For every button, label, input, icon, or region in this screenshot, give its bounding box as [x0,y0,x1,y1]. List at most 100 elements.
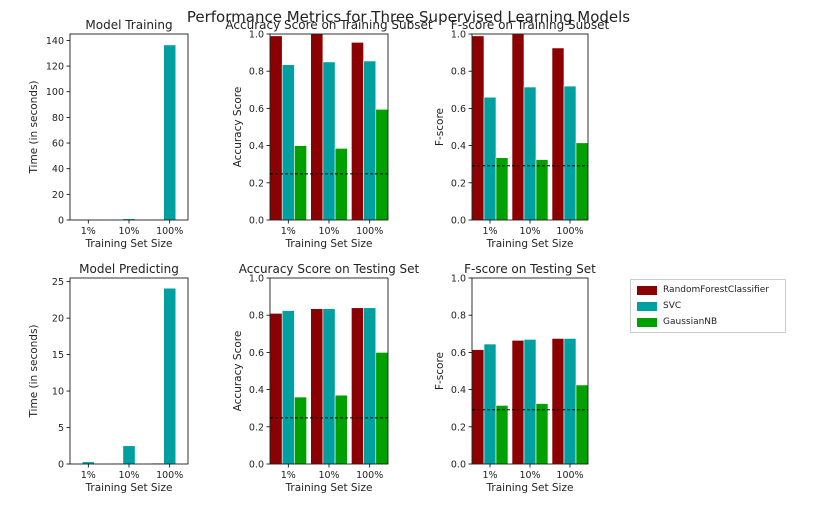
chart-panel-5: 0.0 0.2 0.4 0.6 0.8 1.0 1% 10% 100%Training Set … [232,262,420,494]
bar-svc-1pct [281,64,295,221]
bar-gaussiannb-10pct [535,159,549,221]
panel-title: F-score on Testing Set [464,262,596,276]
y-tick-label: 0.6 [249,104,264,115]
y-tick-label: 0.8 [451,67,466,78]
y-tick-label: 0.2 [249,178,264,189]
y-tick-label: 0 [58,460,64,471]
legend-swatch [637,285,657,295]
bar-svc-100pct [163,287,177,465]
y-tick-label: 0.0 [249,460,264,471]
x-axis-label: Training Set Size [285,238,373,250]
x-tick-label: 10% [519,226,540,237]
y-tick-label: 120 [46,62,64,73]
x-tick-label: 1% [482,470,497,481]
bar-svc-1pct [281,310,295,465]
x-tick-label: 10% [118,470,139,481]
bar-randomforestclassifier-10pct [511,340,525,465]
x-tick-label: 100% [156,470,183,481]
y-tick-label: 20 [52,190,64,201]
bar-randomforestclassifier-10pct [310,33,324,221]
y-tick-label: 0.2 [451,422,466,433]
y-tick-label: 0.4 [249,385,264,396]
bar-gaussiannb-100pct [575,384,589,465]
y-tick-label: 1.0 [249,274,264,285]
y-tick-label: 0 [58,216,64,227]
y-tick-label: 60 [52,139,64,150]
legend: RandomForestClassifier SVC GaussianNB [630,279,786,333]
bar-gaussiannb-1pct [495,405,509,465]
bar-gaussiannb-1pct [294,396,307,465]
chart-panel-1: 0 20 40 60 80 100 120 140 1% 10% 100%Training Set … [28,18,189,250]
bar-svc-10pct [523,86,537,221]
bar-svc-10pct [322,61,336,221]
bar-gaussiannb-100pct [375,352,389,465]
bar-svc-100pct [363,307,377,465]
y-tick-label: 0.2 [249,422,264,433]
y-tick-label: 0.0 [451,460,466,471]
x-axis-label: Training Set Size [85,238,173,250]
y-tick-label: 1.0 [249,30,264,41]
legend-label: GaussianNB [663,317,718,327]
y-tick-label: 100 [46,87,64,98]
y-tick-label: 140 [46,36,64,47]
x-tick-label: 1% [281,470,296,481]
y-tick-label: 15 [52,350,64,361]
panel-title: Accuracy Score on Training Subset [225,18,432,32]
x-tick-label: 100% [156,226,183,237]
y-tick-label: 0.0 [451,216,466,227]
chart-panel-6: 0.0 0.2 0.4 0.6 0.8 1.0 1% 10% 100%Training Set … [434,262,596,494]
bar-randomforestclassifier-10pct [310,308,324,465]
bar-gaussiannb-10pct [334,148,348,221]
y-axis-label: F-score [434,352,446,390]
bar-randomforestclassifier-1pct [471,35,485,221]
x-tick-label: 1% [81,470,96,481]
y-tick-label: 0.6 [451,104,466,115]
x-tick-label: 1% [482,226,497,237]
bar-gaussiannb-10pct [334,394,348,465]
y-tick-label: 0.8 [249,311,264,322]
x-tick-label: 100% [556,226,583,237]
bar-randomforestclassifier-1pct [269,313,283,465]
x-tick-label: 1% [81,226,96,237]
x-tick-label: 10% [318,470,339,481]
y-tick-label: 20 [52,314,64,325]
y-tick-label: 80 [52,113,64,124]
legend-label: SVC [663,301,682,311]
bar-randomforestclassifier-10pct [511,33,525,221]
bar-randomforestclassifier-100pct [351,307,364,465]
y-axis-label: Time (in seconds) [28,324,40,418]
bar-svc-100pct [563,338,577,465]
y-tick-label: 40 [52,164,64,175]
y-tick-label: 1.0 [451,274,466,285]
bar-svc-100pct [563,85,577,221]
y-tick-label: 0.8 [451,311,466,322]
panel-title: Accuracy Score on Testing Set [239,262,420,276]
y-tick-label: 5 [58,423,64,434]
y-tick-label: 0.4 [249,141,264,152]
bar-gaussiannb-100pct [575,142,589,221]
x-axis-label: Training Set Size [85,482,173,494]
figure-title: Performance Metrics for Three Supervised… [186,8,631,26]
bar-svc-10pct [122,445,136,465]
y-axis-label: Time (in seconds) [28,80,40,174]
bar-randomforestclassifier-100pct [351,42,364,221]
x-tick-label: 10% [118,226,139,237]
x-axis-label: Training Set Size [486,482,574,494]
y-tick-label: 0.6 [451,348,466,359]
y-axis-label: Accuracy Score [232,331,244,412]
bar-svc-100pct [163,44,177,221]
panel-title: F-score on Training Subset [451,18,610,32]
bar-gaussiannb-1pct [495,157,509,221]
x-tick-label: 100% [356,226,383,237]
y-tick-label: 10 [52,387,64,398]
x-tick-label: 100% [556,470,583,481]
bar-svc-1pct [483,96,497,221]
y-tick-label: 0.8 [249,67,264,78]
bar-gaussiannb-100pct [375,109,389,221]
bar-svc-10pct [322,308,336,465]
x-axis-label: Training Set Size [285,482,373,494]
chart-panel-4: 0 5 10 15 20 25 1% 10% 100%Training Set Size Time… [28,262,189,494]
bar-gaussiannb-1pct [294,145,307,221]
legend-swatch [637,317,657,327]
